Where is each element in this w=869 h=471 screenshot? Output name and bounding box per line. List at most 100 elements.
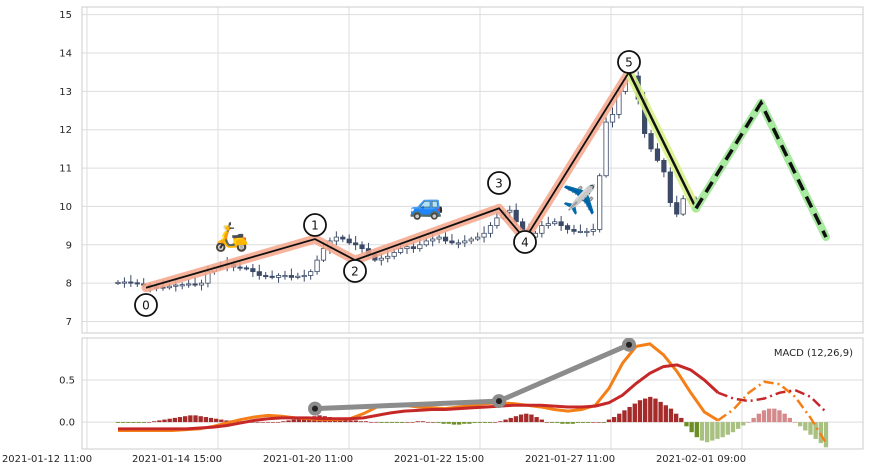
macd-legend: MACD (12,26,9) xyxy=(774,348,853,359)
peak-marker-center xyxy=(312,405,318,412)
histogram-bar-negative xyxy=(400,422,405,423)
histogram-bar-positive xyxy=(188,415,193,423)
histogram-bar-negative xyxy=(689,422,694,433)
histogram-bar-positive xyxy=(653,398,658,423)
histogram-bar-positive xyxy=(260,422,265,423)
histogram-bar-positive xyxy=(276,422,281,423)
wave-label-circle xyxy=(617,50,641,74)
histogram-bar-negative xyxy=(379,422,384,423)
price-y-tick-label: 13 xyxy=(59,87,72,98)
candle-up xyxy=(378,257,384,261)
price-grid xyxy=(82,7,863,333)
histogram-bar-positive xyxy=(369,422,374,423)
candle-up xyxy=(487,225,494,234)
candle-up xyxy=(186,283,192,286)
histogram-bar-negative xyxy=(694,422,699,438)
histogram-bar-negative xyxy=(601,422,606,423)
wave-label-text: 3 xyxy=(495,177,503,191)
candle-down xyxy=(442,236,449,242)
candle-down xyxy=(571,229,577,232)
candle-up xyxy=(179,284,185,287)
candle-down xyxy=(359,244,365,250)
wave-label-text: 1 xyxy=(311,219,319,233)
histogram-bar-negative xyxy=(389,422,395,423)
macd-y-axis: 0.0 0.5 xyxy=(59,376,75,429)
histogram-bar-positive xyxy=(792,422,798,423)
histogram-bar-positive xyxy=(637,400,643,423)
histogram-bar-negative xyxy=(141,422,147,423)
candle-down xyxy=(128,281,134,284)
histogram-bar-negative xyxy=(586,422,591,423)
wave-label-text: 2 xyxy=(351,265,359,279)
histogram-bar-positive xyxy=(343,419,348,423)
elliott-wave-lines xyxy=(141,67,701,293)
wave-label-text: 5 xyxy=(625,56,633,70)
histogram-bar-positive xyxy=(766,408,772,423)
x-axis: 2021-01-12 11:00 2021-01-14 15:00 2021-01-… xyxy=(2,454,746,465)
candle-up xyxy=(680,198,686,215)
histogram-bar-positive xyxy=(193,415,198,423)
candle-up xyxy=(417,244,423,250)
histogram-bar-negative xyxy=(813,422,818,439)
histogram-bar-negative xyxy=(384,422,389,423)
candle-up xyxy=(404,246,410,250)
price-y-tick-label: 12 xyxy=(59,125,72,136)
wave-label-text: 0 xyxy=(142,299,150,313)
price-y-tick-label: 9 xyxy=(66,240,72,251)
histogram-bar-positive xyxy=(627,406,632,423)
macd-peak-connector xyxy=(308,338,636,416)
histogram-bar-positive xyxy=(425,422,431,423)
x-tick-label: 2021-01-20 11:00 xyxy=(263,454,353,465)
histogram-bar-negative xyxy=(797,422,803,427)
wave-label-circle xyxy=(513,230,537,254)
peak-marker-center xyxy=(626,341,632,348)
wave-line xyxy=(145,71,630,289)
histogram-bar-negative xyxy=(741,422,746,426)
histogram-bar-negative xyxy=(555,422,560,423)
candle-up xyxy=(481,232,487,238)
candle-down xyxy=(243,267,250,270)
histogram-bar-positive xyxy=(642,398,648,423)
histogram-bar-positive xyxy=(152,421,157,423)
histogram-bar-positive xyxy=(529,414,534,423)
histogram-bar-positive xyxy=(596,422,601,423)
wave-label-circle xyxy=(343,259,367,283)
macd-plot-area xyxy=(115,338,829,448)
histogram-bar-positive xyxy=(431,422,436,423)
histogram-bar-negative xyxy=(131,422,136,423)
candle-down xyxy=(667,171,673,204)
histogram-bar-negative xyxy=(715,422,720,439)
signal-projection-line xyxy=(717,388,827,413)
histogram-bar-negative xyxy=(549,422,555,423)
candle-down xyxy=(564,225,571,230)
histogram-bar-positive xyxy=(503,419,508,423)
histogram-bar-positive xyxy=(498,421,503,423)
candle-up xyxy=(475,236,481,240)
macd-panel-frame xyxy=(81,337,864,450)
histogram-bar-positive xyxy=(183,416,188,423)
histogram-bar-positive xyxy=(146,422,152,423)
histogram-bar-positive xyxy=(281,421,286,423)
histogram-bar-positive xyxy=(508,417,513,423)
wave-labels: 0 1 2 3 4 5 xyxy=(134,50,641,317)
histogram-bar-positive xyxy=(668,408,674,423)
candle-up xyxy=(603,121,609,177)
candle-up xyxy=(385,255,391,259)
histogram-bar-positive xyxy=(524,413,529,423)
candle-down xyxy=(263,275,269,278)
histogram-bar-positive xyxy=(214,418,219,423)
macd-y-tick-label: 0.0 xyxy=(59,418,75,429)
candle-up xyxy=(609,113,616,123)
candle-up xyxy=(282,275,288,278)
price-y-tick-label: 10 xyxy=(59,202,72,213)
peak-connector-line xyxy=(312,342,632,412)
candle-up xyxy=(115,281,121,284)
x-tick-label: 2021-01-22 15:00 xyxy=(394,454,484,465)
histogram-bar-positive xyxy=(591,422,596,423)
wave-label-circle xyxy=(303,213,327,237)
scooter-icon: 🛵 xyxy=(214,220,249,253)
candle-down xyxy=(346,238,352,244)
histogram-bar-positive xyxy=(539,419,544,423)
candle-up xyxy=(333,236,339,242)
